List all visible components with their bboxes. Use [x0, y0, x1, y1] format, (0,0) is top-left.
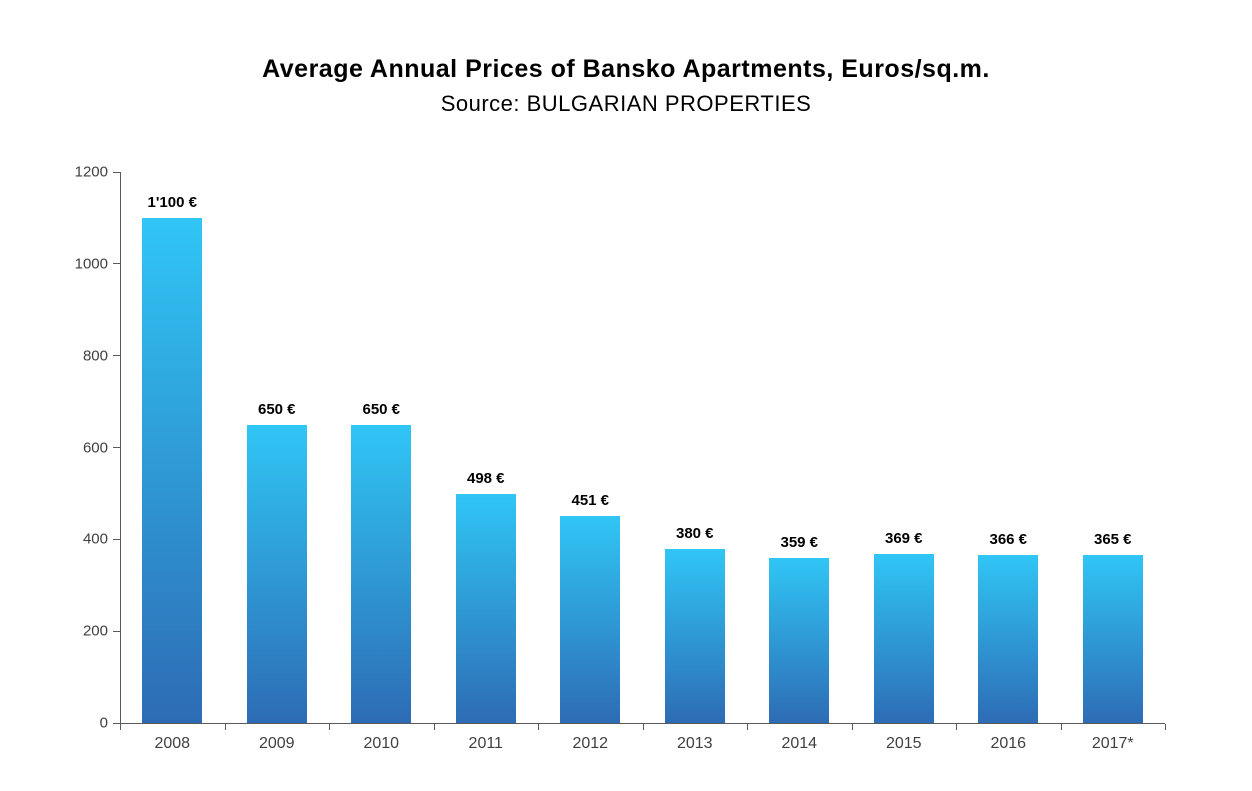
- bar-value-label: 650 €: [362, 400, 401, 418]
- x-axis-line: [120, 723, 1165, 724]
- y-axis-tick: [113, 447, 120, 448]
- x-axis-tick: [120, 724, 121, 730]
- bar-value-label: 1'100 €: [147, 193, 197, 211]
- x-axis-tick: [1165, 724, 1166, 730]
- x-tick-label: 2015: [885, 735, 922, 752]
- bar-2008: 1'100 €: [142, 194, 203, 723]
- bar-value-label: 366 €: [989, 530, 1028, 548]
- y-tick-label: 400: [82, 530, 108, 548]
- bar-value-label: 369 €: [884, 529, 923, 547]
- y-axis-line: [120, 172, 121, 723]
- x-axis-tick: [433, 724, 435, 730]
- y-axis-tick: [113, 355, 120, 357]
- x-tick-label: 2014: [781, 735, 818, 752]
- bar-2009: 650 €: [246, 401, 307, 723]
- bar-2017*: 365 €: [1082, 531, 1143, 723]
- x-tick-label: 2016: [990, 735, 1027, 752]
- bar-2015: 369 €: [873, 530, 934, 723]
- bar-2016: 366 €: [978, 531, 1039, 723]
- bar-2014: 359 €: [769, 534, 830, 723]
- bar-2013: 380 €: [664, 525, 725, 723]
- y-axis-tick: [113, 263, 120, 265]
- bar-value-label: 365 €: [1093, 531, 1132, 549]
- bar-2012: 451 €: [560, 492, 621, 723]
- x-tick-label: 2009: [258, 735, 295, 752]
- x-axis-tick: [747, 724, 748, 730]
- y-axis-tick: [113, 171, 120, 173]
- bar-value-label: 380 €: [675, 524, 714, 542]
- x-tick-label: 2010: [363, 735, 400, 752]
- y-tick-label: 1000: [74, 255, 108, 273]
- x-axis-tick: [642, 724, 644, 730]
- y-tick-label: 600: [82, 439, 108, 456]
- chart-title: Average Annual Prices of Bansko Apartmen…: [262, 55, 990, 83]
- y-tick-label: 1200: [74, 163, 108, 181]
- y-tick-label: 800: [82, 347, 108, 365]
- bar-value-label: 650 €: [257, 400, 296, 418]
- x-tick-label: 2012: [572, 735, 609, 752]
- bar-value-label: 451 €: [571, 491, 610, 509]
- y-tick-label: 0: [99, 714, 108, 732]
- x-axis-tick: [329, 724, 330, 730]
- x-axis-tick: [851, 724, 853, 730]
- bar-2010: 650 €: [351, 401, 412, 723]
- x-tick-label: 2013: [676, 735, 713, 752]
- bar-value-label: 498 €: [466, 470, 505, 488]
- y-axis-tick: [113, 630, 120, 632]
- x-tick-label: 2011: [468, 735, 503, 752]
- x-axis-tick: [538, 724, 539, 730]
- bar-2011: 498 €: [455, 470, 516, 723]
- bar-value-label: 359 €: [780, 534, 819, 552]
- x-axis-tick: [1060, 724, 1062, 730]
- x-axis-tick: [224, 724, 226, 730]
- y-tick-label: 200: [82, 622, 108, 640]
- chart-subtitle: Source: BULGARIAN PROPERTIES: [440, 91, 812, 116]
- x-axis-tick: [956, 724, 957, 730]
- x-tick-label: 2017*: [1091, 735, 1134, 752]
- y-axis-tick: [113, 722, 120, 724]
- plot-area: 0 200 400 600 800 1000 1200 1'100 € 2008 650 € 200…: [75, 164, 1166, 752]
- x-tick-label: 2008: [154, 735, 191, 752]
- y-axis-tick: [113, 538, 120, 540]
